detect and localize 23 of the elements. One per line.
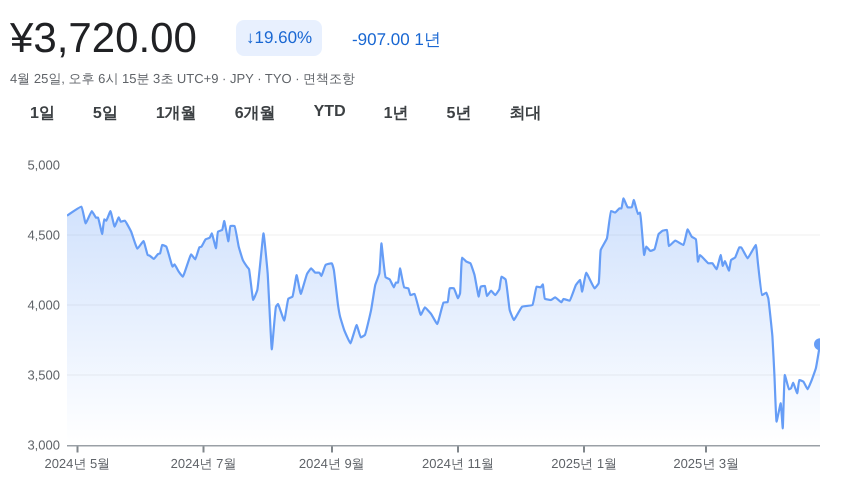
x-tick-label: 2024년 5월 bbox=[44, 456, 110, 472]
y-tick-label: 3,000 bbox=[27, 438, 60, 453]
x-tick-label: 2024년 7월 bbox=[170, 456, 236, 472]
text: 1개월 bbox=[156, 104, 197, 124]
chart-subtitle: 4월 25일, 오후 6시 15분 3초 UTC+9 · JPY · TYO · 면책조항 bbox=[10, 70, 356, 88]
text: 최대 bbox=[509, 104, 542, 124]
y-tick-label: 3,500 bbox=[27, 368, 60, 383]
x-tick-label: 2024년 9월 bbox=[298, 456, 365, 472]
text: ↓19.60% bbox=[236, 20, 322, 56]
text: YTD bbox=[314, 103, 346, 122]
x-tick-label: 2025년 3월 bbox=[673, 456, 740, 472]
y-tick-label: 5,000 bbox=[27, 158, 60, 173]
text: 1년 bbox=[384, 104, 409, 124]
text: 5년 bbox=[446, 104, 472, 124]
y-tick-label: 4,000 bbox=[27, 298, 60, 313]
x-tick-label: 2025년 1월 bbox=[551, 456, 618, 472]
y-tick-label: 4,500 bbox=[27, 228, 60, 243]
chart-title: ¥3,720.00 bbox=[10, 14, 197, 62]
text: -907.00 1년 bbox=[352, 29, 441, 51]
x-tick-label: 2024년 11월 bbox=[422, 456, 494, 472]
text: 6개월 bbox=[234, 104, 276, 124]
text: 1일 bbox=[30, 104, 55, 124]
text: 5일 bbox=[92, 104, 118, 124]
